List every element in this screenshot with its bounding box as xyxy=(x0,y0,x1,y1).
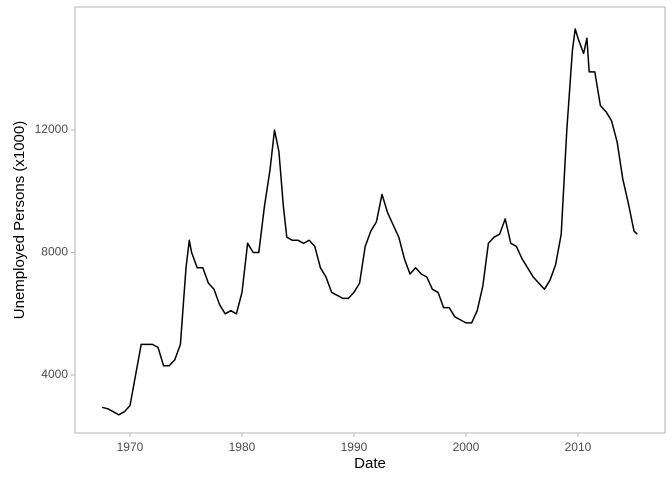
x-tick-label: 2010 xyxy=(565,440,592,454)
x-axis-title: Date xyxy=(354,455,386,472)
x-tick-label: 1990 xyxy=(341,440,368,454)
y-tick-label: 4000 xyxy=(41,367,68,381)
y-tick-label: 8000 xyxy=(41,245,68,259)
x-tick-label: 1970 xyxy=(117,440,144,454)
panel-border xyxy=(74,6,666,434)
line xyxy=(101,28,638,416)
x-tick-label: 1980 xyxy=(229,440,256,454)
y-axis-title: Unemployed Persons (x1000) xyxy=(11,121,28,319)
x-tick-label: 2000 xyxy=(453,440,480,454)
y-tick-label: 12000 xyxy=(35,122,69,136)
